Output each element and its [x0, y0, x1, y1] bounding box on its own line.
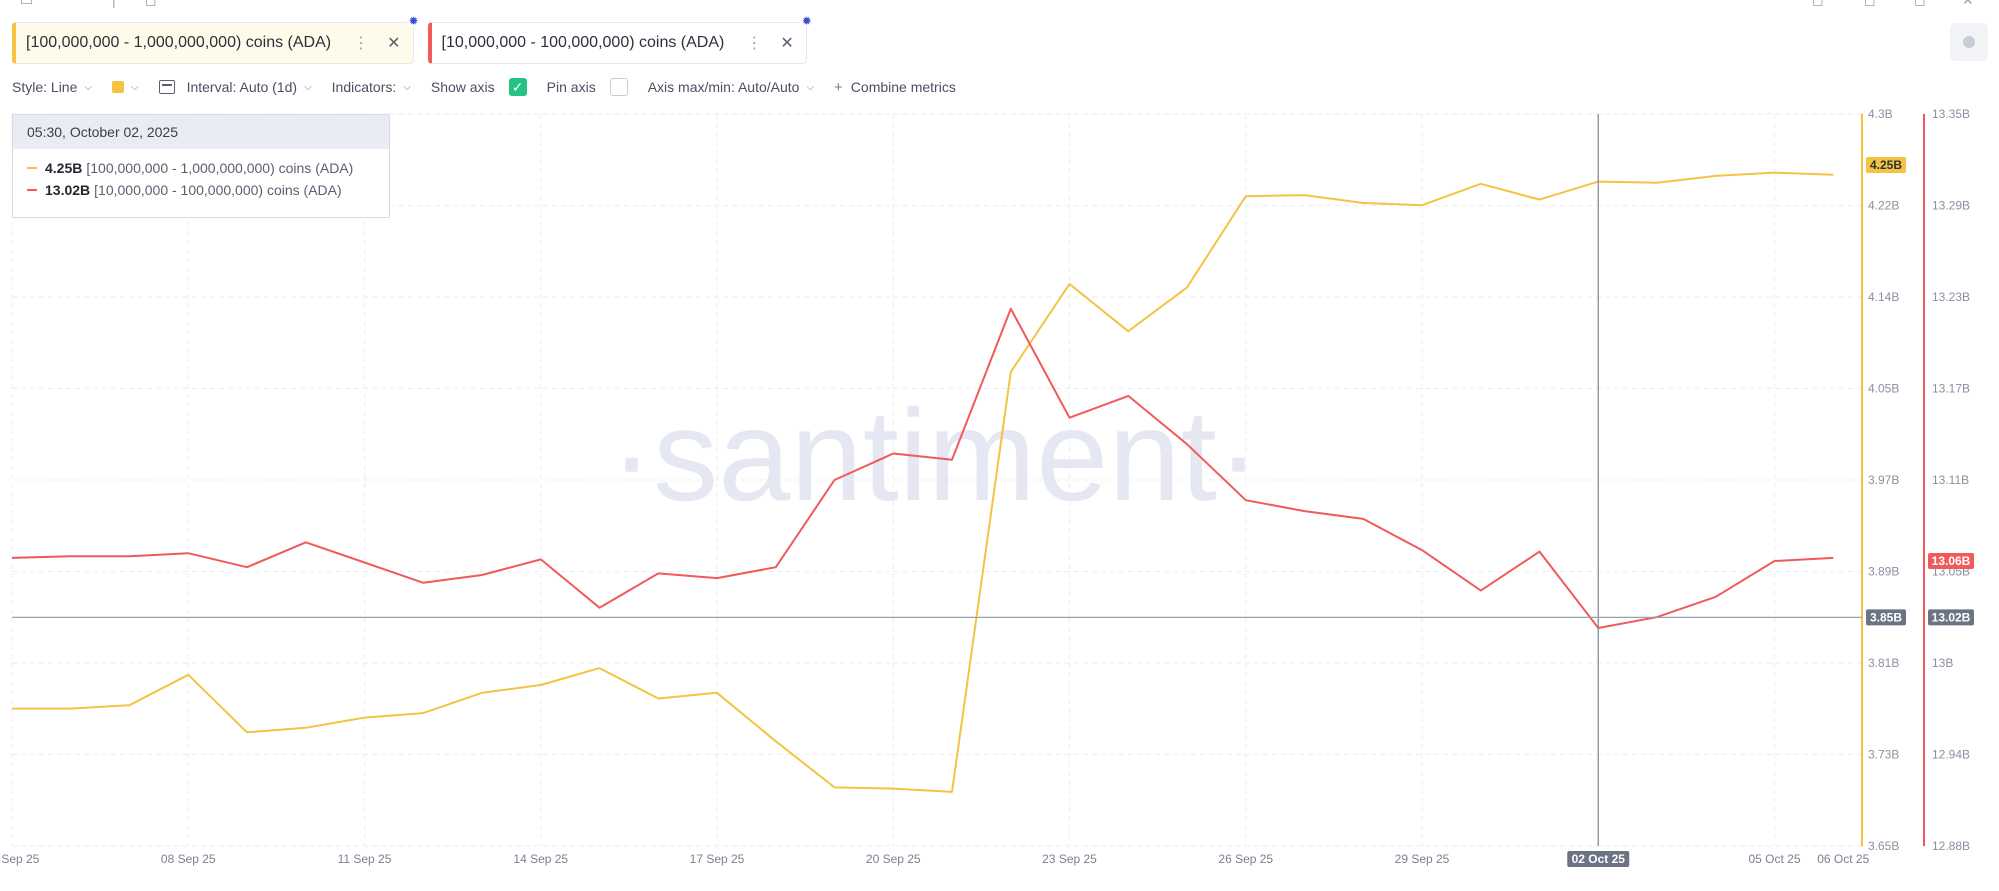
show-axis-label: Show axis — [430, 79, 495, 95]
watermark: ·santiment· — [610, 382, 1260, 528]
metric-chips: [100,000,000 - 1,000,000,000) coins (ADA… — [12, 14, 814, 64]
x-tick-label: 26 Sep 25 — [1218, 852, 1273, 866]
dot-icon — [1963, 36, 1975, 48]
y-tick-label-right: 12.88B — [1932, 839, 1970, 853]
last-value-right: 13.06B — [1932, 554, 1971, 568]
toolbar-icon[interactable]: | — [112, 0, 116, 8]
metric-chip-label: [100,000,000 - 1,000,000,000) coins (ADA… — [26, 34, 332, 51]
chevron-down-icon: ⌵ — [130, 81, 139, 93]
last-value-left-bg — [1866, 157, 1906, 173]
indicators-label: Indicators: — [331, 79, 397, 95]
toolbar-icon[interactable]: ✕ — [1962, 0, 1974, 8]
x-tick-label: 11 Sep 25 — [338, 852, 392, 866]
gear-icon[interactable]: ✹ — [799, 14, 814, 28]
tooltip-series-name: [10,000,000 - 100,000,000) coins (ADA) — [94, 182, 342, 198]
chart-settings-button[interactable] — [1950, 23, 1988, 61]
y-tick-label-right: 13B — [1932, 656, 1953, 670]
x-tick-label: 23 Sep 25 — [1042, 852, 1097, 866]
close-icon[interactable]: ✕ — [780, 35, 794, 52]
y-tick-label-left: 3.65B — [1868, 839, 1899, 853]
pin-axis-label: Pin axis — [546, 79, 596, 95]
series-swatch — [27, 167, 37, 169]
toolbar-icon[interactable]: ▭ — [20, 0, 34, 8]
x-tick-label: 29 Sep 25 — [1395, 852, 1450, 866]
y-tick-label-right: 12.94B — [1932, 748, 1970, 762]
plus-icon: + — [834, 78, 843, 96]
crosshair-value-left-bg — [1866, 609, 1906, 626]
toolbar-icon[interactable]: ◻ — [1914, 0, 1926, 8]
color-swatch — [111, 81, 124, 93]
chevron-down-icon: ⌵ — [403, 81, 411, 93]
style-dropdown[interactable]: Style: Line ⌵ — [12, 79, 92, 95]
color-dropdown[interactable]: ⌵ — [111, 81, 139, 93]
x-tick-label: 14 Sep 25 — [513, 852, 568, 866]
last-value-right-bg — [1928, 553, 1974, 569]
combine-label: Combine metrics — [850, 79, 956, 95]
metric-chip-label: [10,000,000 - 100,000,000) coins (ADA) — [441, 34, 725, 51]
chart-toolbar: Style: Line ⌵ ⌵ Interval: Auto (1d) ⌵ In… — [12, 76, 976, 98]
tooltip-series-name: [100,000,000 - 1,000,000,000) coins (ADA… — [86, 160, 354, 176]
gear-icon[interactable]: ✹ — [406, 14, 421, 28]
crosshair-date-label-bg — [1567, 851, 1630, 867]
metric-chip-mid-holders[interactable]: [10,000,000 - 100,000,000) coins (ADA) ⋮… — [427, 14, 814, 64]
y-tick-label-right: 13.11B — [1932, 473, 1969, 487]
y-tick-label-left: 4.22B — [1868, 199, 1899, 213]
crosshair-value-right-bg — [1928, 609, 1974, 626]
calendar-icon — [158, 80, 175, 94]
indicators-dropdown[interactable]: Indicators: ⌵ — [332, 79, 411, 95]
chart-tooltip: 05:30, October 02, 2025 4.25B [100,000,0… — [12, 114, 390, 218]
tooltip-row: 4.25B [100,000,000 - 1,000,000,000) coin… — [13, 157, 389, 179]
y-tick-label-right: 13.23B — [1932, 290, 1970, 304]
y-tick-label-left: 4.3B — [1868, 107, 1893, 121]
y-tick-label-left: 3.81B — [1868, 656, 1899, 670]
crosshair-value-left: 3.85B — [1870, 610, 1902, 624]
interval-label: Interval: Auto (1d) — [186, 79, 298, 95]
y-tick-label-left: 3.73B — [1868, 748, 1899, 762]
y-tick-label-left: 4.05B — [1868, 382, 1899, 396]
y-tick-label-right: 13.17B — [1932, 382, 1970, 396]
toolbar-icon[interactable]: ◻ — [1864, 0, 1876, 8]
x-tick-label: 06 Oct 25 — [1817, 852, 1869, 866]
x-tick-label: 05 Oct 25 — [1748, 852, 1800, 866]
series-line — [12, 171, 1834, 793]
top-toolbar-stub: ▭ | ◻ ◻ ◻ ◻ ✕ — [0, 0, 1999, 10]
crosshair-date-label: 02 Oct 25 — [1572, 852, 1626, 866]
crosshair-value-right: 13.02B — [1932, 610, 1971, 624]
series-line — [11, 307, 1834, 629]
combine-metrics-button[interactable]: + Combine metrics — [834, 79, 956, 96]
y-tick-label-left: 3.97B — [1868, 473, 1899, 487]
pin-axis-checkbox[interactable] — [609, 78, 628, 96]
x-tick-label: 20 Sep 25 — [866, 852, 921, 866]
axis-minmax-label: Axis max/min: Auto/Auto — [647, 79, 800, 95]
more-options-icon[interactable]: ⋮ — [353, 35, 370, 52]
metric-chip-large-holders[interactable]: [100,000,000 - 1,000,000,000) coins (ADA… — [12, 14, 421, 64]
toolbar-icon[interactable]: ◻ — [1812, 0, 1824, 8]
chevron-down-icon: ⌵ — [304, 81, 312, 93]
series-swatch — [27, 189, 37, 191]
y-tick-label-left: 3.89B — [1868, 565, 1899, 579]
chevron-down-icon: ⌵ — [806, 81, 815, 93]
x-tick-label: 17 Sep 25 — [690, 852, 745, 866]
toolbar-icon[interactable]: ◻ — [145, 0, 157, 8]
tooltip-row: 13.02B [10,000,000 - 100,000,000) coins … — [13, 179, 389, 201]
chevron-down-icon: ⌵ — [84, 81, 92, 93]
style-label: Style: Line — [12, 79, 78, 95]
x-tick-label: 05 Sep 25 — [0, 852, 40, 866]
y-tick-label-left: 4.14B — [1868, 290, 1899, 304]
y-tick-label-right: 13.29B — [1932, 199, 1970, 213]
pin-axis-toggle[interactable]: Pin axis — [547, 78, 628, 96]
tooltip-value: 13.02B — [45, 182, 91, 198]
y-tick-label-right: 13.35B — [1932, 107, 1970, 121]
more-options-icon[interactable]: ⋮ — [746, 35, 763, 52]
x-tick-label: 08 Sep 25 — [161, 852, 216, 866]
last-value-left: 4.25B — [1870, 158, 1902, 172]
axis-minmax-dropdown[interactable]: Axis max/min: Auto/Auto ⌵ — [648, 79, 814, 95]
tooltip-date: 05:30, October 02, 2025 — [13, 115, 389, 149]
show-axis-toggle[interactable]: Show axis ✓ — [431, 78, 527, 96]
close-icon[interactable]: ✕ — [387, 35, 401, 52]
show-axis-checkbox[interactable]: ✓ — [508, 78, 527, 96]
interval-dropdown[interactable]: Interval: Auto (1d) ⌵ — [158, 79, 312, 95]
tooltip-value: 4.25B — [45, 160, 83, 176]
